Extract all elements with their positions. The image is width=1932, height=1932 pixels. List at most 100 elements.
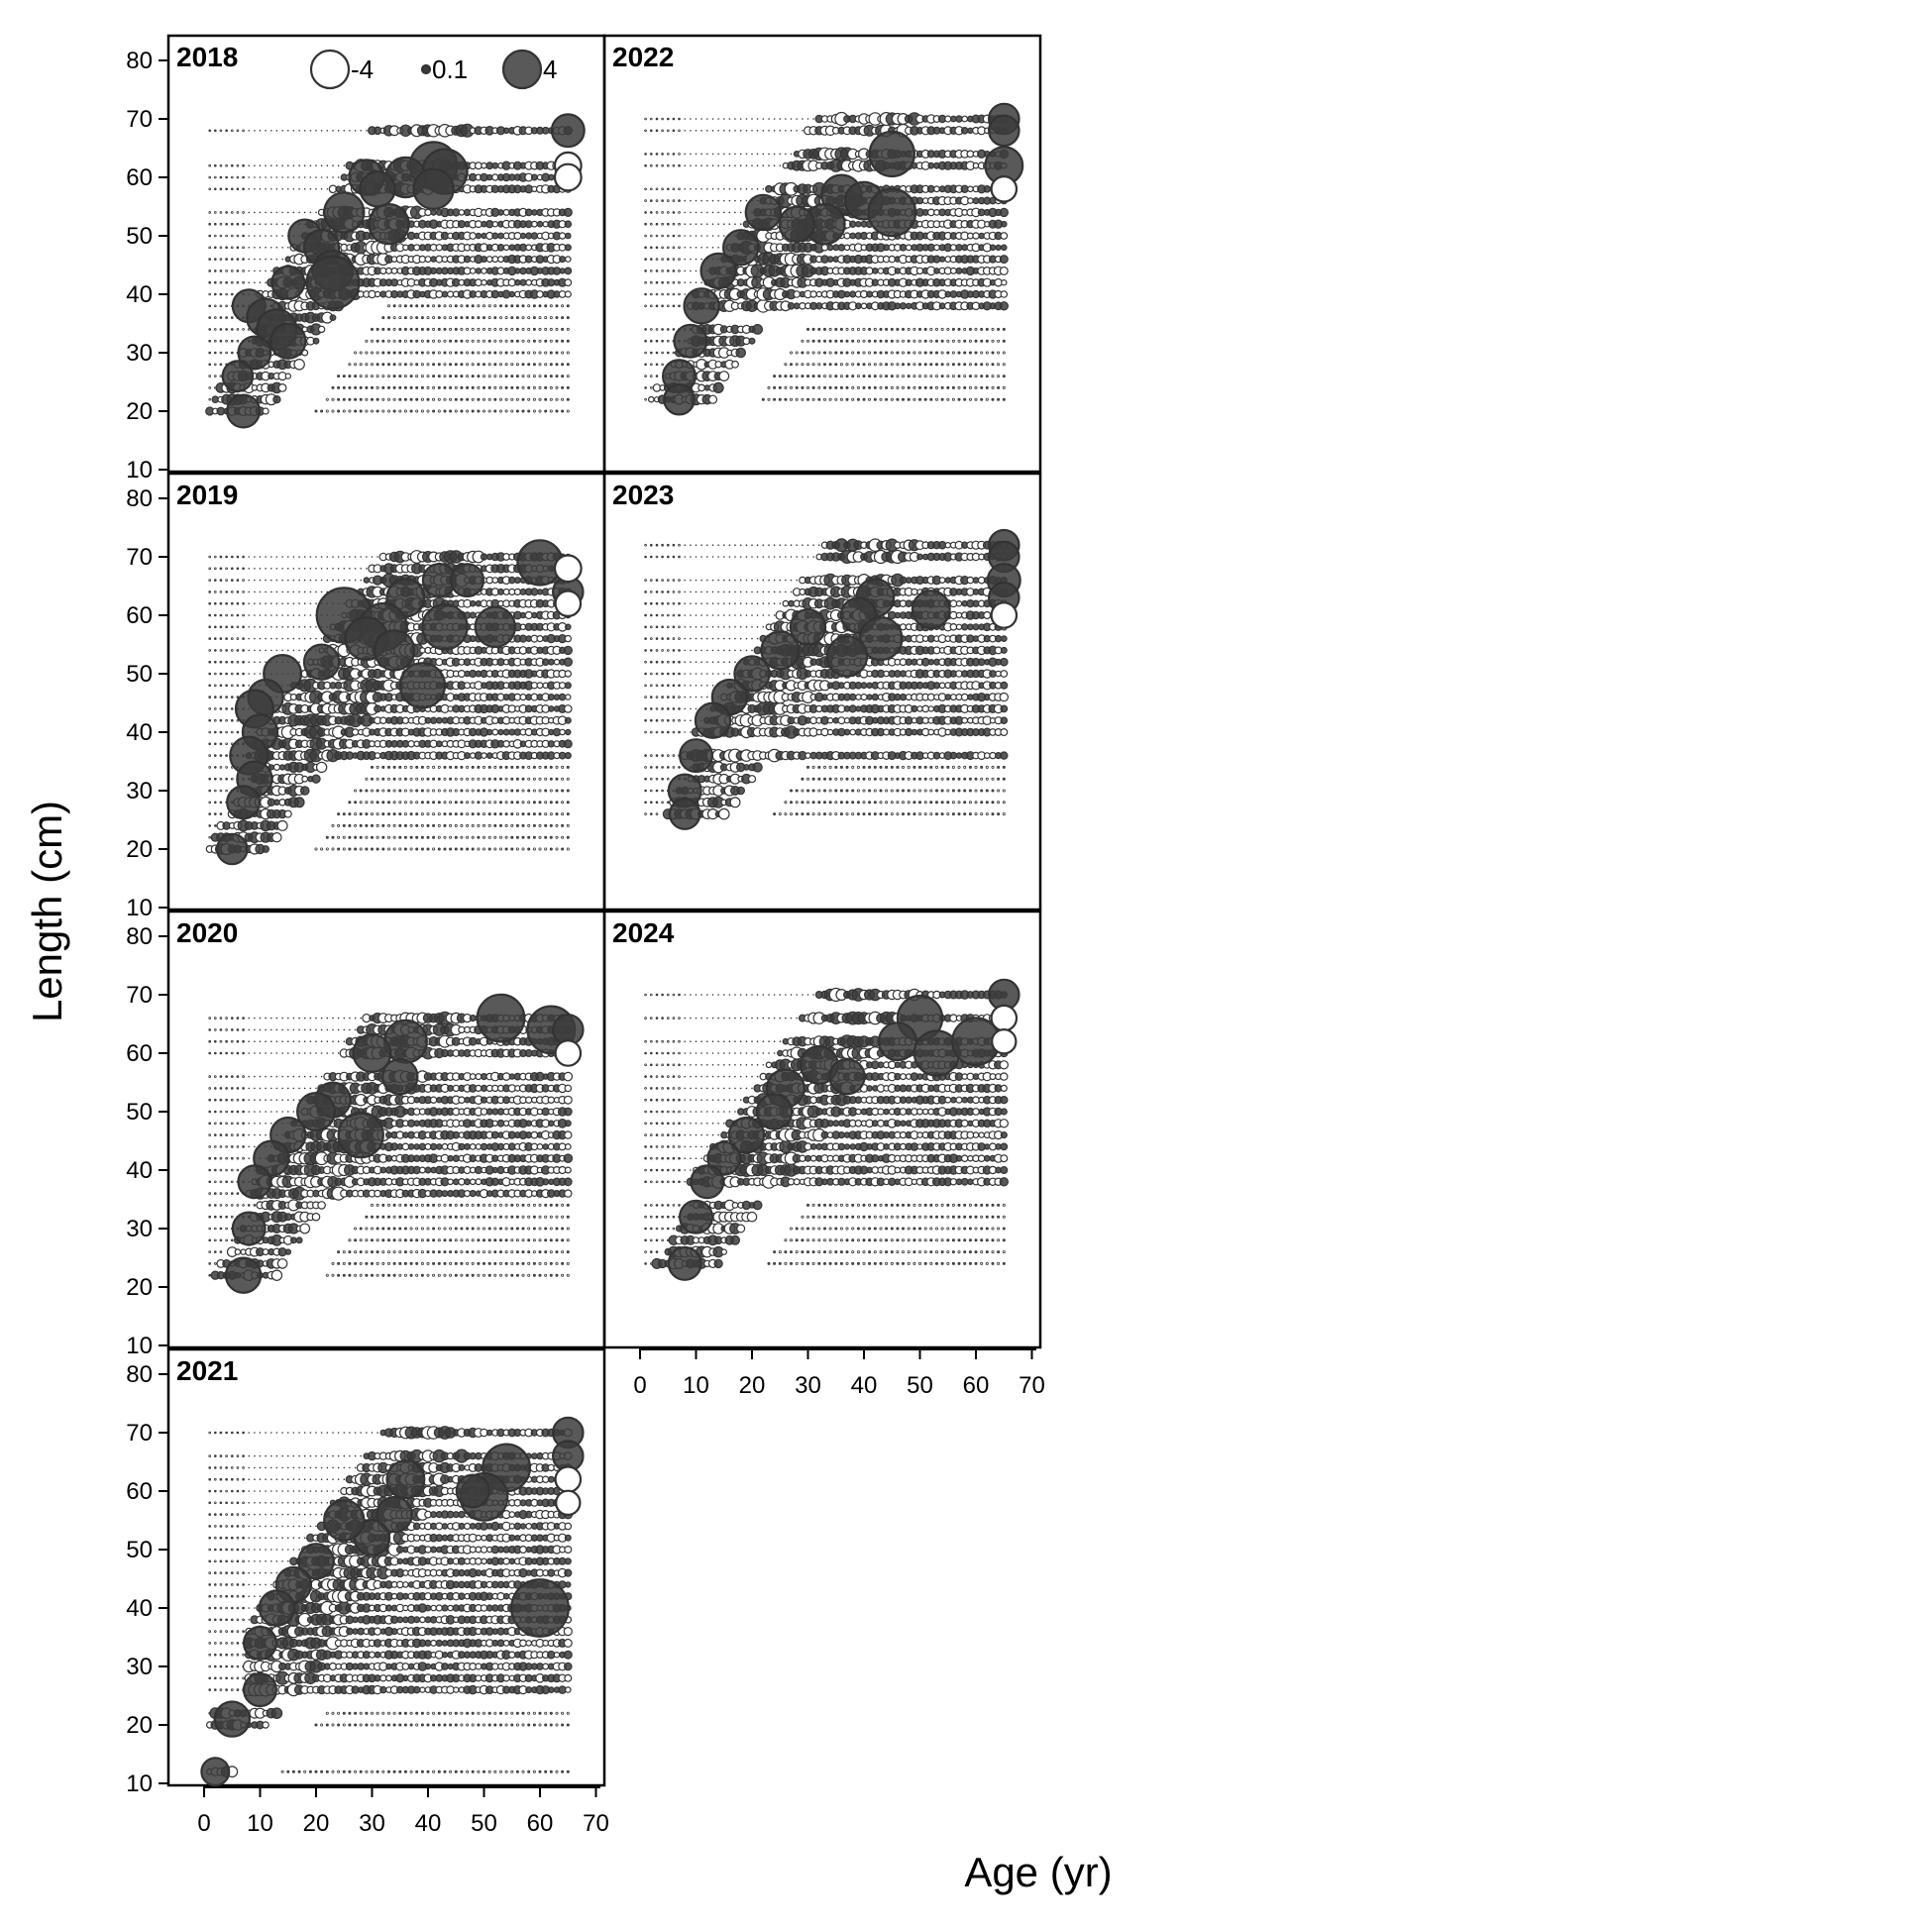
residual-dot (262, 845, 270, 853)
residual-dot (566, 765, 570, 769)
residual-dot (248, 567, 251, 570)
residual-dot (360, 1017, 363, 1020)
residual-dot (381, 801, 385, 805)
residual-dot (286, 579, 289, 582)
residual-dot (219, 304, 223, 308)
residual-dot (564, 670, 573, 678)
residual-dot (242, 187, 245, 191)
residual-dot (269, 235, 272, 237)
residual-dot (466, 1250, 470, 1254)
residual-dot (259, 625, 262, 628)
residual-dot (538, 765, 542, 769)
residual-dot (236, 234, 240, 238)
residual-dot (225, 339, 228, 343)
residual-dot (370, 823, 374, 827)
residual-dot (443, 1261, 447, 1265)
residual-dot (265, 1017, 267, 1020)
residual-dot (538, 351, 542, 355)
residual-dot (236, 187, 240, 191)
residual-dot (342, 847, 346, 851)
residual-dot (275, 614, 278, 616)
residual-dot (493, 835, 497, 839)
residual-dot (515, 1250, 519, 1254)
residual-dot (214, 824, 217, 827)
residual-dot (315, 602, 317, 604)
residual-dot (225, 1028, 228, 1031)
residual-dot (386, 801, 390, 805)
y-tick-label: 50 (126, 661, 153, 688)
residual-dot (482, 1770, 485, 1773)
residual-bubble (270, 265, 306, 300)
residual-dot (259, 258, 262, 261)
residual-dot (309, 1028, 312, 1031)
residual-dot (504, 835, 508, 839)
residual-dot (281, 247, 283, 249)
residual-dot (493, 765, 497, 769)
residual-dot (242, 1133, 245, 1136)
residual-dot (385, 1674, 392, 1682)
residual-dot (471, 1250, 475, 1254)
residual-dot (426, 765, 430, 769)
residual-bubble (302, 643, 341, 681)
residual-dot (219, 613, 223, 617)
residual-dot (403, 789, 407, 793)
residual-dot (337, 579, 340, 582)
residual-dot (315, 590, 317, 593)
residual-dot (275, 649, 278, 652)
residual-dot (498, 363, 502, 367)
residual-dot (437, 339, 441, 343)
residual-dot (208, 363, 212, 367)
residual-dot (525, 1640, 533, 1647)
residual-dot (460, 304, 464, 308)
residual-dot (564, 267, 573, 275)
residual-dot (460, 339, 464, 343)
residual-dot (493, 375, 497, 378)
residual-dot (437, 409, 441, 413)
residual-dot (208, 1075, 212, 1078)
residual-dot (281, 1075, 283, 1078)
residual-dot (447, 1178, 454, 1186)
residual-dot (477, 351, 481, 355)
residual-dot (460, 1711, 464, 1715)
residual-dot (510, 1227, 514, 1231)
residual-dot (332, 579, 334, 582)
residual-dot (337, 1723, 341, 1727)
residual-dot (454, 1203, 458, 1207)
residual-dot (332, 1040, 334, 1042)
residual-dot (248, 188, 251, 190)
residual-dot (498, 327, 502, 331)
residual-dot (370, 789, 374, 793)
residual-dot (521, 409, 525, 413)
residual-dot (208, 234, 212, 238)
residual-dot (485, 256, 493, 264)
residual-dot (510, 316, 514, 320)
residual-dot (214, 613, 217, 617)
residual-dot (283, 809, 292, 818)
residual-dot (225, 292, 228, 296)
residual-dot (348, 847, 352, 851)
residual-dot (365, 777, 369, 781)
residual-dot (343, 1017, 346, 1020)
residual-dot (460, 823, 464, 827)
residual-dot (208, 1051, 212, 1055)
residual-dot (286, 247, 289, 249)
residual-dot (498, 1723, 502, 1727)
residual-dot (374, 752, 381, 759)
residual-dot (303, 164, 306, 167)
residual-dot (236, 1039, 240, 1043)
residual-dot (281, 625, 283, 628)
residual-dot (248, 1017, 251, 1020)
residual-dot (432, 385, 436, 389)
residual-dot (208, 835, 212, 839)
residual-dot (236, 1075, 240, 1078)
residual-dot (214, 258, 217, 261)
residual-dot (219, 730, 223, 734)
residual-dot (538, 789, 542, 793)
residual-dot (236, 637, 240, 640)
residual-dot (407, 740, 415, 748)
residual-dot (359, 823, 363, 827)
residual-dot (219, 363, 223, 367)
residual-dot (248, 1157, 251, 1159)
residual-dot (449, 789, 453, 793)
